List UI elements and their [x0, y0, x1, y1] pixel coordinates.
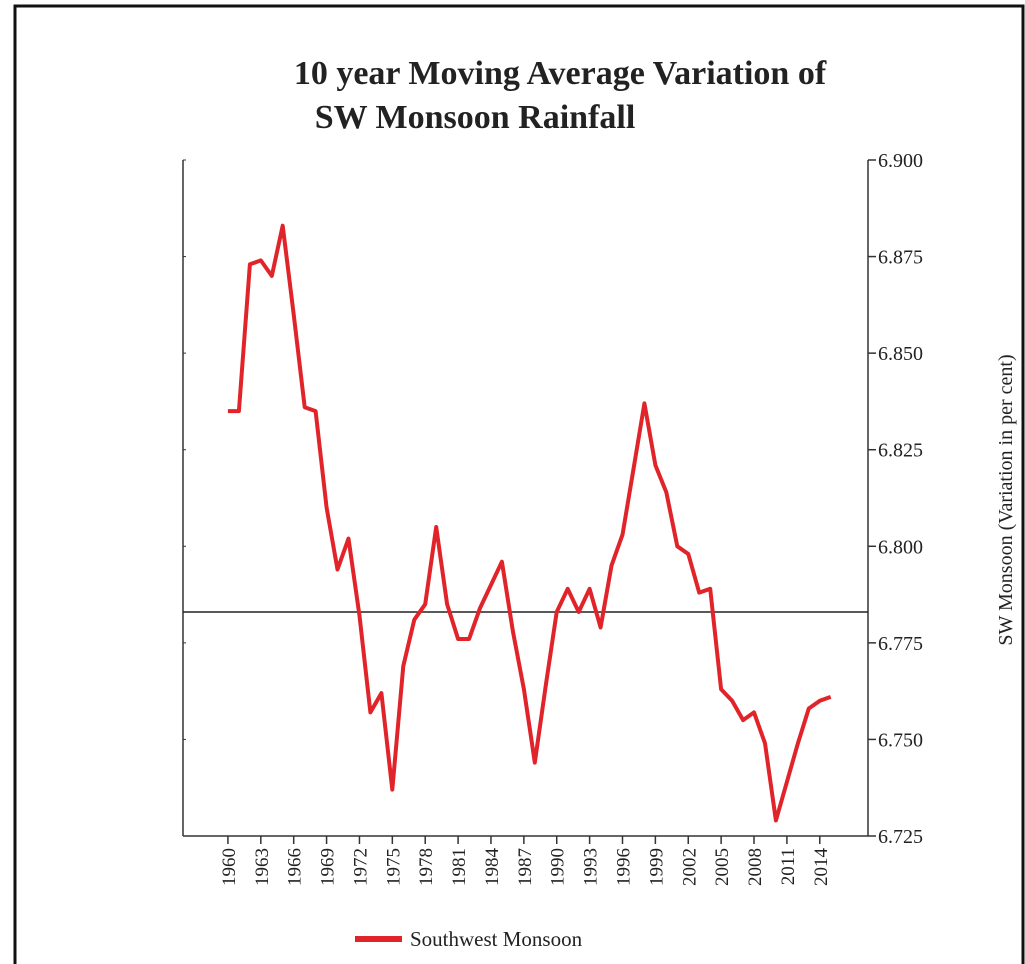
- x-tick-label: 2008: [745, 848, 766, 886]
- x-tick-label: 1966: [285, 848, 306, 886]
- x-tick-label: 1969: [318, 848, 339, 886]
- x-tick-label: 1987: [515, 848, 536, 886]
- frame: [13, 4, 1025, 964]
- x-tick-label: 2014: [811, 848, 832, 887]
- y-axis-label: SW Monsoon (Variation in per cent): [995, 354, 1017, 645]
- x-tick-label: 1978: [416, 848, 437, 886]
- y-tick-label: 6.725: [878, 826, 923, 848]
- x-tick-label: 1975: [383, 848, 404, 886]
- x-tick-label: 1963: [252, 848, 273, 886]
- x-tick-label: 2005: [712, 848, 733, 886]
- legend-label: Southwest Monsoon: [410, 927, 583, 951]
- data-line: [227, 223, 832, 823]
- x-tick-label: 1996: [613, 848, 634, 886]
- x-tick-label: 1960: [219, 848, 240, 886]
- x-tick-label: 1972: [350, 848, 371, 886]
- x-tick-label: 1990: [548, 848, 569, 886]
- y-tick-label: 6.875: [878, 247, 923, 269]
- y-tick-label: 6.775: [878, 633, 923, 655]
- x-tick-label: 2002: [679, 848, 700, 886]
- y-tick-label: 6.825: [878, 440, 923, 462]
- x-tick-label: 1993: [581, 848, 602, 886]
- x-tick-label: 1999: [646, 848, 667, 886]
- chart-title: SW Monsoon Rainfall: [315, 99, 636, 136]
- y-tick-label: 6.900: [878, 150, 923, 172]
- y-tick-label: 6.750: [878, 729, 923, 751]
- x-tick-label: 1984: [482, 848, 503, 887]
- y-tick-label: 6.850: [878, 343, 923, 365]
- y-tick-label: 6.800: [878, 536, 923, 558]
- chart-title: 10 year Moving Average Variation of: [294, 55, 827, 92]
- x-tick-label: 1981: [449, 848, 470, 886]
- x-tick-label: 2011: [778, 848, 799, 885]
